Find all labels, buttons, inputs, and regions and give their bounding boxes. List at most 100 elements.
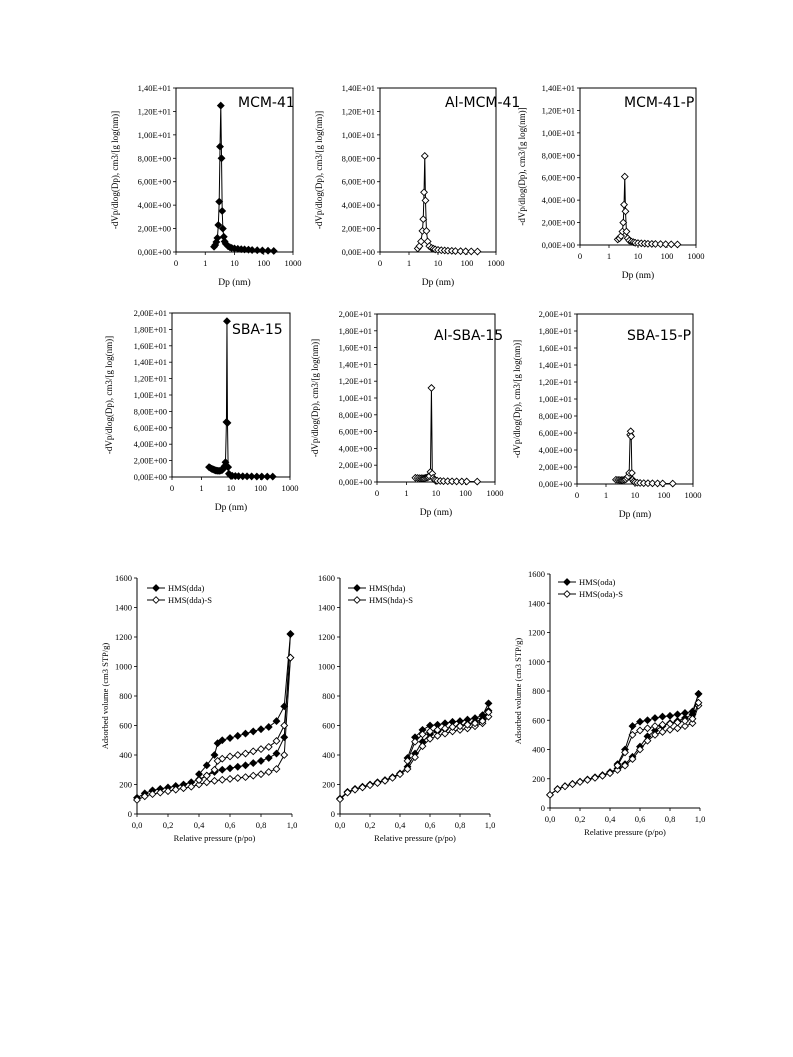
data-point — [264, 723, 273, 731]
x-tick-label: 1 — [607, 251, 611, 261]
data-point — [249, 747, 258, 756]
data-point — [241, 749, 250, 758]
data-point — [249, 771, 258, 780]
y-tick-label: 8,00E+00 — [539, 411, 572, 421]
data-point — [681, 722, 689, 731]
x-tick-label: 10 — [227, 483, 236, 493]
chart-sba-15-p: 0,00E+00 2,00E+00 4,00E+00 6,00E+00 8,00E+00… — [512, 309, 702, 520]
data-point — [583, 775, 592, 784]
x-tick-label: 0,8 — [665, 814, 676, 824]
y-tick-label: 400 — [322, 750, 335, 760]
data-point — [621, 761, 629, 770]
data-point — [568, 780, 577, 789]
data-point — [636, 726, 644, 735]
x-tick-label: 10 — [230, 258, 239, 268]
data-point — [643, 724, 652, 733]
x-tick-label: 1000 — [688, 251, 705, 261]
y-tick-label: 2,00E+00 — [542, 218, 575, 228]
x-axis-label: Dp (nm) — [619, 509, 651, 520]
data-point — [257, 770, 265, 779]
y-tick-label: 0,00E+00 — [539, 479, 572, 489]
data-point — [343, 788, 352, 797]
x-tick-label: 0,2 — [575, 814, 586, 824]
data-point — [688, 714, 697, 723]
y-tick-label: 1400 — [528, 598, 545, 608]
legend-marker — [353, 584, 361, 592]
y-axis-label: -dVp/dlog(Dp), cm3/[g log(nm)] — [310, 339, 320, 457]
data-point — [621, 207, 630, 216]
data-point — [248, 246, 257, 254]
plot-frame — [579, 87, 697, 246]
data-point — [673, 724, 682, 733]
x-tick-label: 1,0 — [695, 814, 706, 824]
y-tick-label: 2,00E+00 — [342, 224, 375, 234]
data-point — [591, 773, 599, 782]
x-tick-label: 0,6 — [635, 814, 646, 824]
plot-frame — [379, 87, 497, 253]
data-point — [621, 748, 629, 757]
legend-marker — [353, 596, 361, 604]
y-tick-label: 1,20E+01 — [134, 374, 167, 384]
data-point — [210, 751, 219, 759]
x-tick-label: 1000 — [487, 488, 504, 498]
data-point — [286, 653, 295, 662]
x-tick-label: 0,8 — [256, 820, 267, 830]
chart-al-mcm-41: 0,00E+00 2,00E+00 4,00E+00 6,00E+00 8,00E+00… — [314, 83, 520, 288]
data-point — [484, 708, 493, 717]
y-tick-label: 200 — [532, 774, 545, 784]
data-point — [546, 790, 554, 799]
data-point — [422, 226, 431, 235]
data-point — [451, 247, 460, 255]
y-tick-label: 8,00E+00 — [542, 150, 575, 160]
legend-marker — [152, 596, 160, 604]
data-point — [694, 698, 703, 707]
x-tick-label: 0,0 — [335, 820, 346, 830]
data-point — [226, 752, 234, 761]
data-point — [673, 240, 682, 249]
data-point — [622, 227, 631, 236]
data-point — [643, 736, 652, 745]
data-point — [456, 247, 465, 256]
data-point — [202, 761, 211, 770]
data-point — [462, 477, 471, 486]
x-tick-label: 0,4 — [605, 814, 616, 824]
data-point — [427, 383, 436, 392]
data-point — [627, 469, 636, 477]
data-point — [218, 765, 227, 774]
data-point — [681, 717, 689, 725]
data-point — [224, 463, 233, 472]
data-point — [351, 785, 359, 794]
data-point — [258, 246, 267, 255]
series-line — [417, 155, 478, 253]
data-point — [673, 710, 682, 719]
x-tick-label: 100 — [459, 488, 472, 498]
data-point — [666, 711, 674, 720]
y-tick-label: 4,00E+00 — [138, 200, 171, 210]
data-point — [264, 742, 273, 751]
data-point — [648, 479, 657, 488]
y-tick-label: 2,00E+00 — [134, 456, 167, 466]
x-axis-label: Dp (nm) — [622, 270, 654, 281]
data-point — [636, 745, 644, 754]
y-tick-label: 0,00E+00 — [138, 247, 171, 257]
x-tick-label: 0 — [170, 483, 174, 493]
y-tick-label: 2,00E+01 — [134, 308, 167, 318]
data-point — [213, 756, 222, 765]
data-point — [656, 240, 665, 249]
x-tick-label: 10 — [432, 488, 441, 498]
data-point — [619, 218, 628, 227]
series-line — [615, 431, 673, 485]
data-point — [223, 418, 232, 427]
legend-marker — [152, 584, 160, 592]
y-tick-label: 2,00E+00 — [138, 224, 171, 234]
y-tick-label: 800 — [532, 686, 545, 696]
chart-title: MCM-41-P — [624, 95, 694, 111]
data-point — [241, 761, 250, 770]
series-line — [208, 321, 273, 478]
y-tick-label: 1,00E+01 — [542, 128, 575, 138]
data-point — [217, 154, 226, 163]
x-tick-label: 10 — [634, 251, 643, 261]
legend-entry: HMS(hda)-S — [369, 595, 413, 605]
data-point — [264, 246, 272, 255]
y-tick-label: 1400 — [115, 603, 132, 613]
